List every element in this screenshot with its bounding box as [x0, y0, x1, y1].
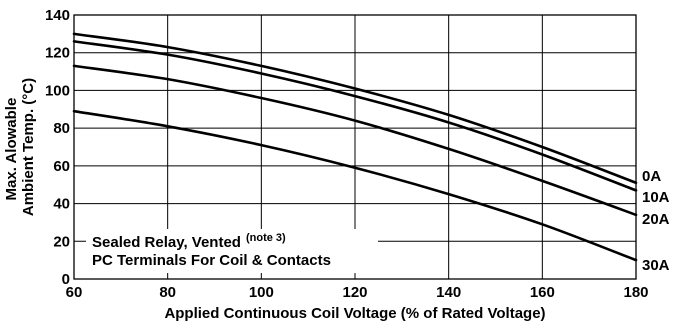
annotation-line-1-text: Sealed Relay, Vented [92, 234, 241, 251]
series-label-20a: 20A [642, 211, 670, 228]
y-tick-label-80: 80 [53, 120, 70, 137]
y-tick-label-140: 140 [45, 7, 70, 24]
y-tick-label-100: 100 [45, 82, 70, 99]
series-line-20a [72, 64, 638, 217]
x-axis-label: Applied Continuous Coil Voltage (% of Ra… [164, 305, 545, 322]
tick-labels: 60 80 100 120 140 160 180 0 20 40 60 80 100 120 140 [45, 7, 649, 301]
series-curves [72, 32, 638, 262]
y-axis-label-line-1: Max. Alowable [3, 98, 20, 201]
series-labels: 0A 10A 20A 30A [642, 168, 670, 274]
annotation-background [86, 229, 378, 273]
annotation-line-2: PC Terminals For Coil & Contacts [92, 252, 331, 269]
annotation-line-1: Sealed Relay, Vented (note 3) [92, 232, 286, 251]
x-tick-label-180: 180 [623, 284, 648, 301]
y-tick-label-60: 60 [53, 158, 70, 175]
series-line-10a [72, 40, 638, 192]
annotation-note: (note 3) [246, 232, 286, 244]
series-line-30a [72, 109, 638, 262]
series-label-30a: 30A [642, 257, 670, 274]
x-tick-label-120: 120 [342, 284, 367, 301]
y-tick-label-20: 20 [53, 233, 70, 250]
series-line-0a [72, 32, 638, 185]
x-tick-label-60: 60 [66, 284, 83, 301]
y-tick-label-40: 40 [53, 196, 70, 213]
y-axis-label: Max. Alowable Ambient Temp. (°C) [3, 78, 37, 216]
series-label-10a: 10A [642, 189, 670, 206]
plot-frame [73, 14, 637, 280]
y-tick-label-0: 0 [62, 271, 70, 288]
series-label-0a: 0A [642, 168, 661, 185]
y-axis-label-line-2: Ambient Temp. (°C) [20, 78, 37, 216]
x-tick-label-100: 100 [249, 284, 274, 301]
x-tick-label-80: 80 [159, 284, 176, 301]
x-tick-label-140: 140 [436, 284, 461, 301]
y-tick-label-120: 120 [45, 45, 70, 62]
annotation-box: Sealed Relay, Vented (note 3) PC Terminal… [86, 229, 378, 273]
x-tick-label-160: 160 [530, 284, 555, 301]
